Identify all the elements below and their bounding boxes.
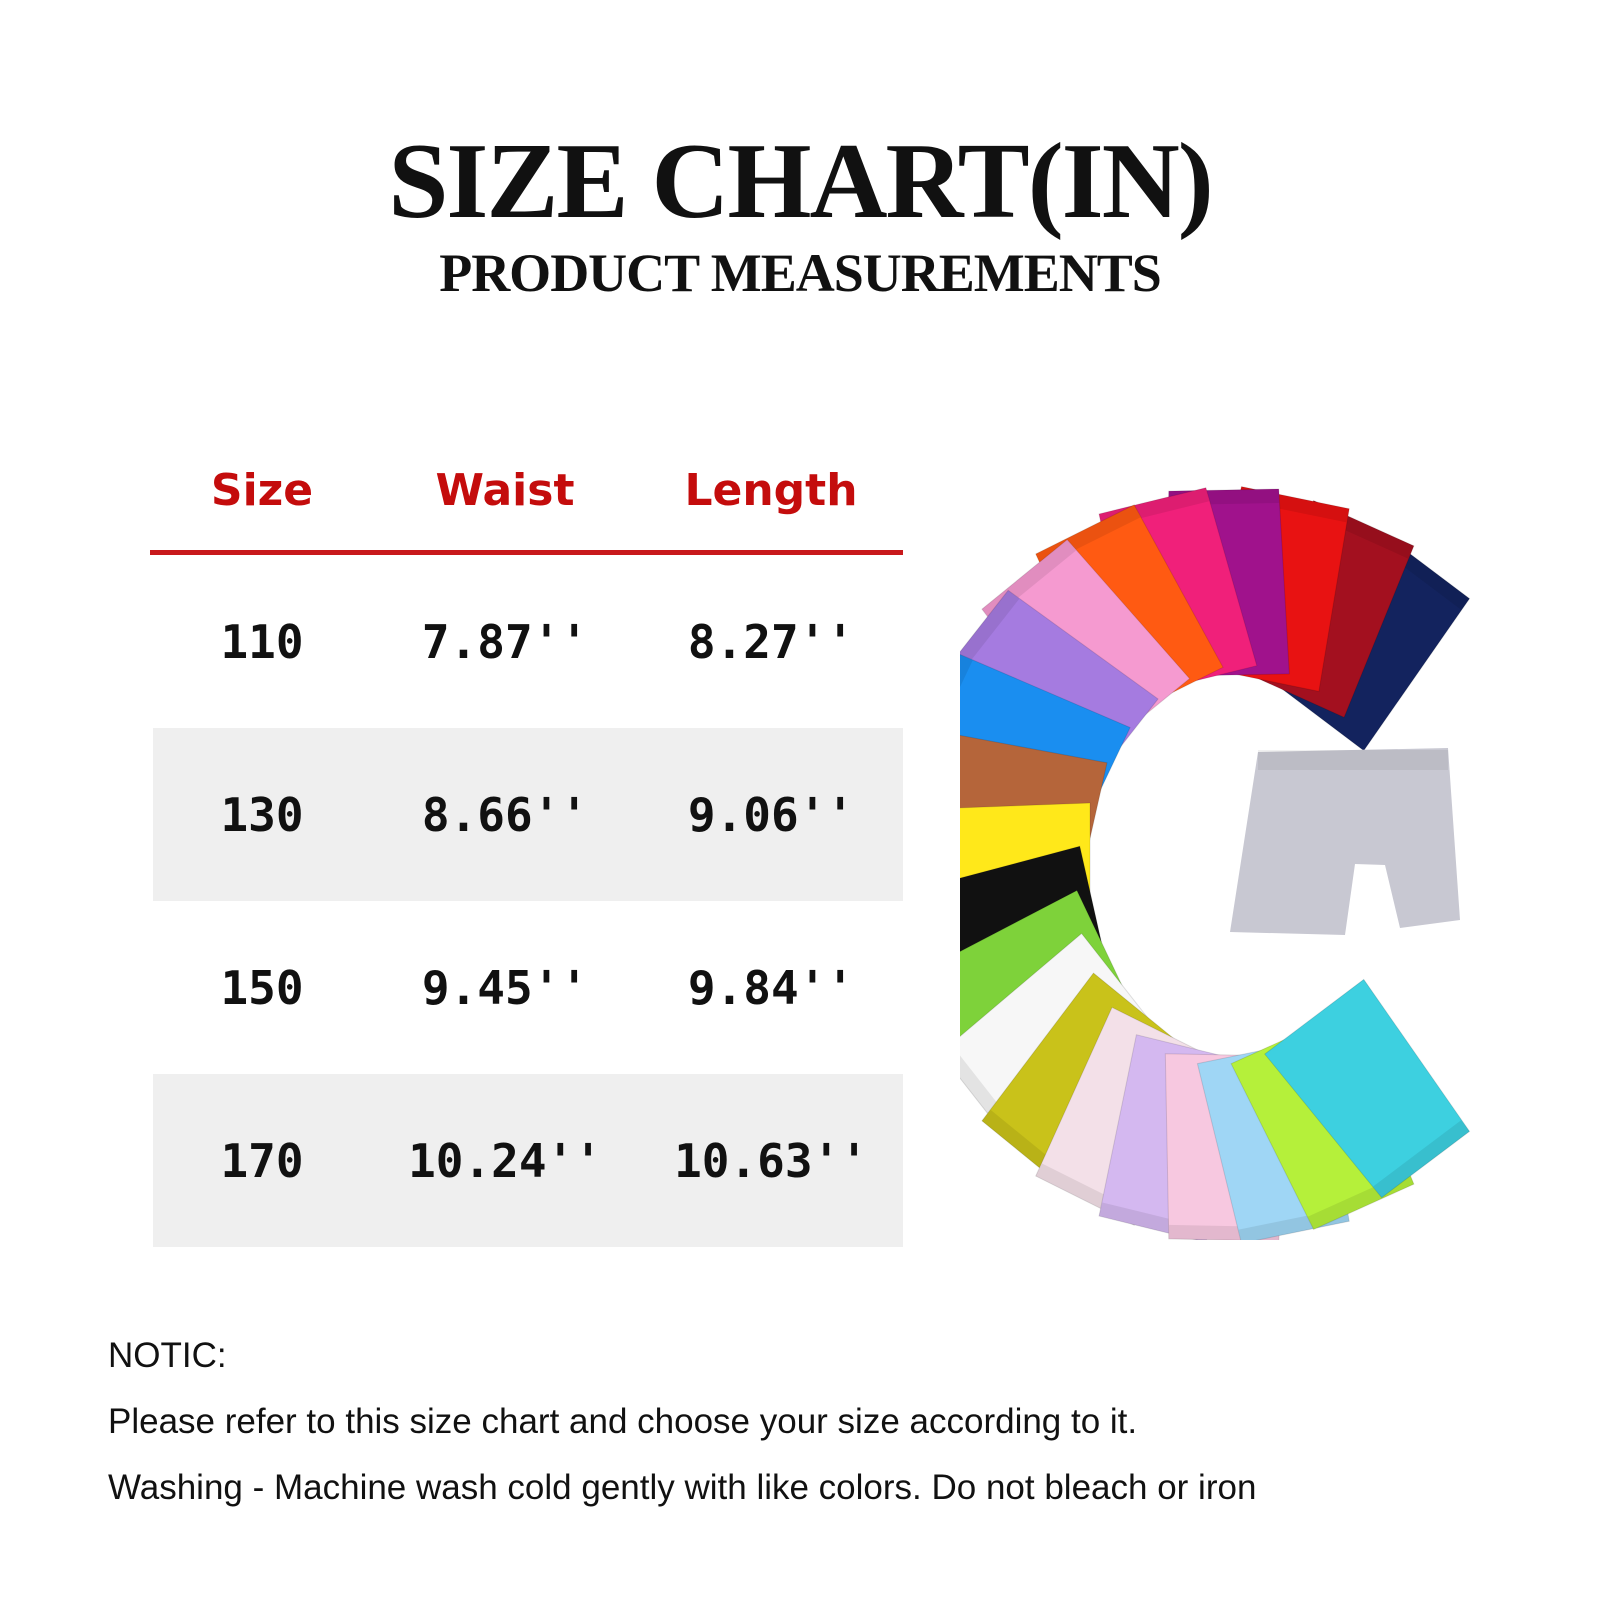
table-row: 150 9.45'' 9.84'' xyxy=(153,901,903,1074)
waist-cell: 8.66'' xyxy=(421,787,589,842)
shorts-swatch xyxy=(1264,978,1471,1199)
size-cell: 110 xyxy=(220,614,304,669)
waist-cell: 7.87'' xyxy=(421,614,589,669)
page-title: SIZE CHART(IN) xyxy=(388,122,1213,241)
column-header-length: Length xyxy=(684,464,858,516)
notes-line: Washing - Machine wash cold gently with … xyxy=(108,1468,1257,1507)
length-cell: 9.84'' xyxy=(687,960,855,1015)
table-header: Size Waist Length xyxy=(153,430,903,550)
notes-heading: NOTIC: xyxy=(108,1336,227,1375)
table-row: 110 7.87'' 8.27'' xyxy=(153,555,903,728)
center-shorts xyxy=(1230,748,1460,935)
page-subtitle: PRODUCT MEASUREMENTS xyxy=(439,243,1162,303)
size-table: Size Waist Length 110 7.87'' 8.27'' 130 … xyxy=(150,430,903,1247)
length-cell: 8.27'' xyxy=(687,614,855,669)
waist-cell: 9.45'' xyxy=(421,960,589,1015)
length-cell: 10.63'' xyxy=(674,1133,868,1188)
size-cell: 170 xyxy=(220,1133,304,1188)
length-cell: 9.06'' xyxy=(687,787,855,842)
table-row: 130 8.66'' 9.06'' xyxy=(153,728,903,901)
size-cell: 130 xyxy=(220,787,304,842)
notes-line: Please refer to this size chart and choo… xyxy=(108,1402,1138,1441)
product-shorts-image xyxy=(960,486,1471,1240)
table-row: 170 10.24'' 10.63'' xyxy=(153,1074,903,1247)
waist-cell: 10.24'' xyxy=(408,1133,602,1188)
header-divider xyxy=(150,550,903,555)
column-header-size: Size xyxy=(210,464,314,516)
notes: NOTIC: Please refer to this size chart a… xyxy=(108,1336,1256,1534)
column-header-waist: Waist xyxy=(435,464,575,516)
size-cell: 150 xyxy=(220,960,304,1015)
